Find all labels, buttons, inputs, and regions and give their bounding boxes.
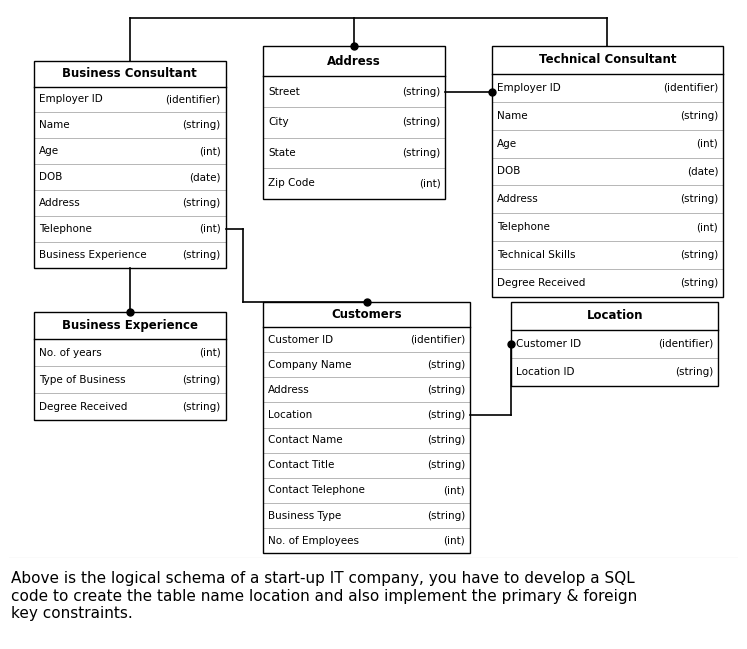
Text: Business Type: Business Type [268, 511, 341, 520]
Text: Employer ID: Employer ID [39, 95, 102, 104]
Text: (int): (int) [199, 146, 221, 156]
Text: (string): (string) [427, 385, 465, 395]
Text: (int): (int) [444, 485, 465, 495]
Text: Company Name: Company Name [268, 360, 352, 370]
Bar [34, 312, 226, 421]
Text: (string): (string) [427, 435, 465, 445]
Text: (int): (int) [444, 535, 465, 546]
Text: Name: Name [497, 111, 527, 121]
Text: (string): (string) [402, 87, 441, 97]
Text: Type of Business: Type of Business [39, 374, 125, 385]
Text: Address: Address [327, 55, 381, 67]
Text: (string): (string) [182, 250, 221, 260]
Text: (date): (date) [686, 167, 719, 177]
Text: (identifier): (identifier) [410, 335, 465, 345]
Text: Location: Location [268, 410, 312, 420]
Text: Degree Received: Degree Received [39, 402, 127, 411]
Text: City: City [268, 117, 289, 127]
Bar [512, 302, 719, 386]
Text: (string): (string) [680, 111, 719, 121]
Bar [492, 46, 723, 297]
Text: (identifier): (identifier) [663, 83, 719, 93]
Text: Degree Received: Degree Received [497, 278, 585, 288]
Text: (string): (string) [680, 195, 719, 204]
Bar [34, 60, 226, 267]
Text: Telephone: Telephone [39, 224, 91, 234]
Text: Address: Address [39, 198, 81, 208]
Text: (string): (string) [182, 374, 221, 385]
Text: Customers: Customers [331, 308, 402, 321]
Text: (string): (string) [182, 120, 221, 130]
Text: Contact Title: Contact Title [268, 460, 335, 471]
Bar [263, 302, 470, 553]
Text: Location: Location [586, 310, 643, 323]
Text: Technical Skills: Technical Skills [497, 251, 575, 260]
Text: (identifier): (identifier) [658, 339, 713, 349]
Bar [263, 46, 445, 199]
Text: (string): (string) [427, 410, 465, 420]
Text: (int): (int) [199, 347, 221, 358]
Text: Technical Consultant: Technical Consultant [539, 53, 676, 66]
Text: (string): (string) [427, 460, 465, 471]
Text: (string): (string) [427, 511, 465, 520]
Text: (int): (int) [199, 224, 221, 234]
Text: Customer ID: Customer ID [516, 339, 581, 349]
Text: Address: Address [497, 195, 539, 204]
Text: Business Consultant: Business Consultant [62, 67, 197, 80]
Text: Customer ID: Customer ID [268, 335, 333, 345]
Text: Contact Name: Contact Name [268, 435, 343, 445]
Text: Age: Age [497, 139, 517, 149]
Text: DOB: DOB [39, 172, 62, 182]
Text: Zip Code: Zip Code [268, 178, 314, 188]
Text: (string): (string) [427, 360, 465, 370]
Text: (string): (string) [680, 278, 719, 288]
Text: Name: Name [39, 120, 69, 130]
Text: DOB: DOB [497, 167, 520, 177]
Text: Business Experience: Business Experience [62, 319, 198, 332]
Text: Above is the logical schema of a start-up IT company, you have to develop a SQL
: Above is the logical schema of a start-u… [11, 571, 637, 621]
Text: Contact Telephone: Contact Telephone [268, 485, 365, 495]
Text: Age: Age [39, 146, 59, 156]
Text: Location ID: Location ID [516, 367, 575, 377]
Text: (string): (string) [402, 117, 441, 127]
Text: (int): (int) [696, 139, 719, 149]
Text: (string): (string) [675, 367, 713, 377]
Text: (identifier): (identifier) [166, 95, 221, 104]
Text: (string): (string) [402, 148, 441, 158]
Text: Business Experience: Business Experience [39, 250, 146, 260]
Text: Address: Address [268, 385, 310, 395]
Text: (int): (int) [419, 178, 441, 188]
Text: Employer ID: Employer ID [497, 83, 560, 93]
Text: (date): (date) [189, 172, 221, 182]
Text: (int): (int) [696, 223, 719, 232]
Text: (string): (string) [182, 402, 221, 411]
Text: No. of years: No. of years [39, 347, 102, 358]
Text: (string): (string) [680, 251, 719, 260]
Text: Street: Street [268, 87, 300, 97]
Text: Telephone: Telephone [497, 223, 550, 232]
Text: (string): (string) [182, 198, 221, 208]
Text: No. of Employees: No. of Employees [268, 535, 359, 546]
Text: State: State [268, 148, 296, 158]
